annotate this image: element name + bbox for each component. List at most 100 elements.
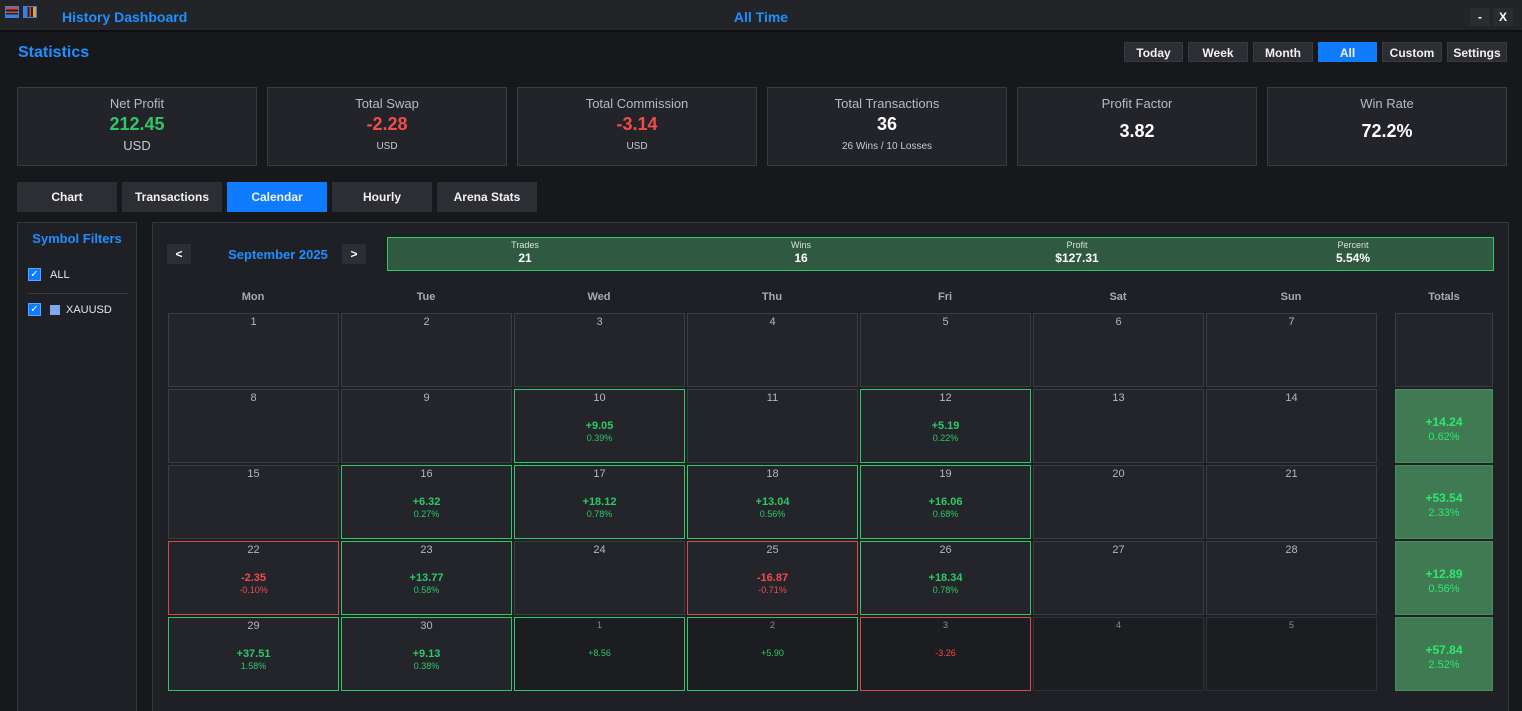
calendar-day-cell[interactable]: 5 bbox=[860, 313, 1031, 387]
calendar-day-cell[interactable]: 8 bbox=[168, 389, 339, 463]
calendar-day-cell[interactable]: 9 bbox=[341, 389, 512, 463]
day-number: 27 bbox=[1112, 544, 1125, 556]
calendar-day-cell[interactable]: 3 -3.26 bbox=[860, 617, 1031, 691]
calendar-day-cell[interactable]: 6 bbox=[1033, 313, 1204, 387]
sidebar-title: Symbol Filters bbox=[32, 231, 122, 246]
calendar-day-cell[interactable]: 13 bbox=[1033, 389, 1204, 463]
checkbox-checked-icon[interactable]: ✓ bbox=[28, 268, 41, 281]
tab-calendar[interactable]: Calendar bbox=[227, 182, 327, 212]
minimize-button[interactable]: - bbox=[1470, 8, 1490, 26]
checkbox-checked-icon[interactable]: ✓ bbox=[28, 303, 41, 316]
tab-transactions[interactable]: Transactions bbox=[122, 182, 222, 212]
calendar-day-cell[interactable]: 29 +37.51 1.58% bbox=[168, 617, 339, 691]
day-percent: 0.78% bbox=[586, 509, 613, 519]
calendar-day-cell[interactable]: 2 bbox=[341, 313, 512, 387]
calendar-day-cell[interactable]: 23 +13.77 0.58% bbox=[341, 541, 512, 615]
day-profit: +6.32 bbox=[412, 496, 441, 508]
calendar-day-cell[interactable]: 19 +16.06 0.68% bbox=[860, 465, 1031, 539]
period-custom-button[interactable]: Custom bbox=[1382, 42, 1442, 62]
week-total-percent: 0.62% bbox=[1428, 431, 1460, 443]
settings-button[interactable]: Settings bbox=[1447, 42, 1507, 62]
period-all-button[interactable]: All bbox=[1318, 42, 1377, 62]
prev-month-button[interactable]: < bbox=[167, 244, 191, 264]
calendar-day-cell[interactable]: 24 bbox=[514, 541, 685, 615]
weekday-header: Fri bbox=[937, 291, 953, 303]
day-profit: +13.04 bbox=[755, 496, 790, 508]
next-month-button[interactable]: > bbox=[342, 244, 366, 264]
net-profit-card: Net Profit 212.45 USD bbox=[17, 87, 257, 166]
day-number: 21 bbox=[1285, 468, 1298, 480]
day-percent: 0.56% bbox=[759, 509, 786, 519]
summary-trades: Trades 21 bbox=[445, 240, 605, 265]
calendar-day-cell[interactable]: 26 +18.34 0.78% bbox=[860, 541, 1031, 615]
calendar-day-cell[interactable]: 16 +6.32 0.27% bbox=[341, 465, 512, 539]
weekday-header: Tue bbox=[416, 291, 436, 303]
day-number: 3 bbox=[942, 620, 948, 630]
day-profit: -16.87 bbox=[756, 572, 789, 584]
card-value: 36 bbox=[876, 114, 898, 134]
calendar-day-cell[interactable]: 7 bbox=[1206, 313, 1377, 387]
filter-label: ALL bbox=[50, 268, 70, 281]
filter-xauusd[interactable]: ✓ XAUUSD bbox=[28, 303, 112, 316]
day-profit: +18.34 bbox=[928, 572, 963, 584]
tab-hourly[interactable]: Hourly bbox=[332, 182, 432, 212]
calendar-day-cell[interactable]: 14 bbox=[1206, 389, 1377, 463]
calendar-day-cell[interactable]: 20 bbox=[1033, 465, 1204, 539]
day-number: 4 bbox=[769, 316, 776, 328]
calendar-day-cell[interactable]: 10 +9.05 0.39% bbox=[514, 389, 685, 463]
week-total-percent: 2.33% bbox=[1428, 507, 1460, 519]
calendar-day-cell[interactable]: 5 bbox=[1206, 617, 1377, 691]
day-number: 16 bbox=[420, 468, 433, 480]
calendar-day-cell[interactable]: 18 +13.04 0.56% bbox=[687, 465, 858, 539]
tab-chart[interactable]: Chart bbox=[17, 182, 117, 212]
calendar-day-cell[interactable]: 27 bbox=[1033, 541, 1204, 615]
week-total-profit: +53.54 bbox=[1425, 491, 1463, 505]
summary-label: Percent bbox=[1337, 240, 1369, 250]
card-value: -3.14 bbox=[616, 114, 658, 134]
weekday-header: Sat bbox=[1109, 291, 1127, 303]
app-title: History Dashboard bbox=[62, 9, 188, 25]
calendar-day-cell[interactable]: 17 +18.12 0.78% bbox=[514, 465, 685, 539]
day-percent: 0.39% bbox=[586, 433, 613, 443]
summary-value: $127.31 bbox=[1055, 251, 1099, 265]
calendar-day-cell[interactable]: 12 +5.19 0.22% bbox=[860, 389, 1031, 463]
calendar-day-cell[interactable]: 11 bbox=[687, 389, 858, 463]
calendar-day-cell[interactable]: 4 bbox=[1033, 617, 1204, 691]
day-percent: 0.38% bbox=[413, 661, 440, 671]
calendar-day-cell[interactable]: 30 +9.13 0.38% bbox=[341, 617, 512, 691]
card-label: Total Commission bbox=[585, 96, 689, 111]
day-profit: +18.12 bbox=[582, 496, 617, 508]
close-button[interactable]: X bbox=[1493, 8, 1513, 26]
tab-arena-stats[interactable]: Arena Stats bbox=[437, 182, 537, 212]
card-value: 212.45 bbox=[109, 114, 165, 134]
calendar-day-cell[interactable]: 2 +5.90 bbox=[687, 617, 858, 691]
week-total-profit: +12.89 bbox=[1425, 567, 1463, 581]
calendar-day-cell[interactable]: 1 bbox=[168, 313, 339, 387]
filter-label: XAUUSD bbox=[66, 303, 112, 316]
calendar-day-cell[interactable]: 4 bbox=[687, 313, 858, 387]
weekday-header: Thu bbox=[761, 291, 783, 303]
calendar-day-cell[interactable]: 25 -16.87 -0.71% bbox=[687, 541, 858, 615]
day-number: 5 bbox=[942, 316, 949, 328]
period-today-button[interactable]: Today bbox=[1124, 42, 1183, 62]
summary-label: Wins bbox=[791, 240, 811, 250]
calendar-day-cell[interactable]: 28 bbox=[1206, 541, 1377, 615]
period-month-button[interactable]: Month bbox=[1253, 42, 1313, 62]
symbol-filters-panel: Symbol Filters ✓ ALL ✓ XAUUSD bbox=[17, 222, 137, 711]
list-icon bbox=[5, 6, 19, 18]
card-unit: USD bbox=[626, 141, 648, 152]
summary-profit: Profit $127.31 bbox=[997, 240, 1157, 265]
day-profit: -2.35 bbox=[240, 572, 267, 584]
day-number: 6 bbox=[1115, 316, 1122, 328]
filter-all[interactable]: ✓ ALL bbox=[28, 268, 70, 281]
day-number: 20 bbox=[1112, 468, 1125, 480]
day-profit: +13.77 bbox=[409, 572, 444, 584]
period-week-button[interactable]: Week bbox=[1188, 42, 1248, 62]
calendar-day-cell[interactable]: 22 -2.35 -0.10% bbox=[168, 541, 339, 615]
card-unit: USD bbox=[123, 138, 151, 153]
calendar-day-cell[interactable]: 3 bbox=[514, 313, 685, 387]
summary-label: Profit bbox=[1066, 240, 1088, 250]
calendar-day-cell[interactable]: 1 +8.56 bbox=[514, 617, 685, 691]
calendar-day-cell[interactable]: 15 bbox=[168, 465, 339, 539]
calendar-day-cell[interactable]: 21 bbox=[1206, 465, 1377, 539]
